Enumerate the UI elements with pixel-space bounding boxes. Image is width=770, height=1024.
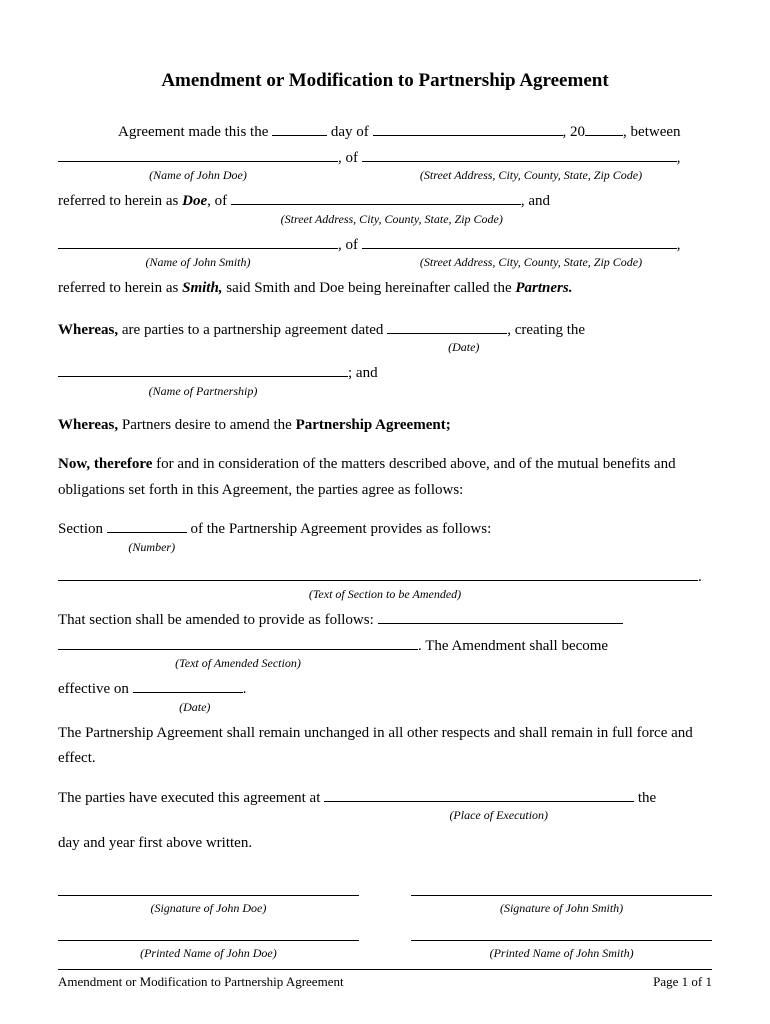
caption-partnership: (Name of Partnership): [58, 385, 348, 397]
caption-sig-smith: (Signature of John Smith): [411, 898, 712, 918]
blank-addr-smith[interactable]: [362, 233, 677, 249]
text: .: [243, 681, 247, 697]
caption-addr-doe: (Street Address, City, County, State, Zi…: [374, 169, 689, 181]
partners-label: Partners.: [515, 280, 572, 296]
print-smith: (Printed Name of John Smith): [411, 924, 712, 963]
blank-month[interactable]: [373, 120, 563, 136]
smith-label: Smith,: [182, 280, 222, 296]
remain-paragraph: The Partnership Agreement shall remain u…: [58, 721, 712, 772]
text: of the Partnership Agreement provides as…: [187, 521, 492, 537]
caption-print-smith: (Printed Name of John Smith): [411, 943, 712, 963]
page-footer: Amendment or Modification to Partnership…: [58, 969, 712, 990]
blank-sig-smith[interactable]: [411, 879, 712, 896]
text: said Smith and Doe being hereinafter cal…: [223, 280, 516, 296]
blank-name-doe[interactable]: [58, 146, 338, 162]
caption-row: (Name of John Doe) (Street Address, City…: [58, 168, 712, 183]
caption-row: (Place of Execution): [58, 808, 712, 823]
doe-label: Doe: [182, 193, 207, 209]
text: , of: [338, 237, 358, 253]
text: referred to herein as: [58, 193, 182, 209]
text: effective on: [58, 681, 133, 697]
blank-day[interactable]: [272, 120, 327, 136]
caption-date2: (Date): [140, 701, 250, 713]
text: ; and: [348, 365, 378, 381]
blank-place[interactable]: [324, 786, 634, 802]
blank-partnership[interactable]: [58, 361, 348, 377]
caption-addr-smith: (Street Address, City, County, State, Zi…: [374, 256, 689, 268]
text: That section shall be amended to provide…: [58, 612, 378, 628]
blank-amend2[interactable]: [58, 634, 418, 650]
blank-name-smith[interactable]: [58, 233, 338, 249]
blank-addr-doe2[interactable]: [231, 189, 521, 205]
text: , between: [623, 124, 680, 140]
blank-date[interactable]: [387, 318, 507, 334]
blank-print-smith[interactable]: [411, 924, 712, 941]
caption-name-smith: (Name of John Smith): [58, 256, 338, 268]
footer-right: Page 1 of 1: [653, 974, 712, 990]
blank-year[interactable]: [585, 120, 623, 136]
caption-row: (Date): [58, 340, 712, 355]
caption-number: (Number): [112, 541, 192, 553]
whereas2: Whereas, Partners desire to amend the Pa…: [58, 413, 712, 439]
text: The parties have executed this agreement…: [58, 790, 324, 806]
whereas-label: Whereas,: [58, 322, 118, 338]
caption-row: (Name of John Smith) (Street Address, Ci…: [58, 255, 712, 270]
signature-row-2: (Printed Name of John Doe) (Printed Name…: [58, 924, 712, 963]
intro-line5: referred to herein as Smith, said Smith …: [58, 276, 712, 302]
text: Partners desire to amend the: [118, 417, 295, 433]
now-therefore: Now, therefore for and in consideration …: [58, 452, 712, 503]
amend-line: That section shall be amended to provide…: [58, 608, 712, 634]
text: . The Amendment shall become: [418, 638, 608, 654]
text: Agreement made this the: [118, 124, 268, 140]
text: , and: [521, 193, 550, 209]
caption-row: (Street Address, City, County, State, Zi…: [58, 212, 712, 227]
caption-sig-doe: (Signature of John Doe): [58, 898, 359, 918]
intro-line1: Agreement made this the day of , 20 , bet…: [58, 120, 712, 146]
text: , of: [207, 193, 227, 209]
caption-row: (Date): [58, 700, 712, 715]
sig-smith: (Signature of John Smith): [411, 879, 712, 918]
blank-print-doe[interactable]: [58, 924, 359, 941]
print-doe: (Printed Name of John Doe): [58, 924, 359, 963]
caption-name-doe: (Name of John Doe): [58, 169, 338, 181]
text: , creating the: [507, 322, 585, 338]
blank-amend1[interactable]: [378, 608, 623, 624]
now-label: Now, therefore: [58, 456, 152, 472]
caption-amended: (Text of Amended Section): [58, 657, 418, 669]
sig-doe: (Signature of John Doe): [58, 879, 359, 918]
agreement-label: Partnership Agreement;: [296, 417, 451, 433]
caption-row: (Name of Partnership): [58, 384, 712, 399]
signature-row-1: (Signature of John Doe) (Signature of Jo…: [58, 879, 712, 918]
blank-section-text[interactable]: [58, 565, 698, 581]
text: , of: [338, 150, 358, 166]
document-body: Agreement made this the day of , 20 , bet…: [58, 120, 712, 963]
caption-text-amend: (Text of Section to be Amended): [309, 588, 461, 600]
footer-left: Amendment or Modification to Partnership…: [58, 974, 344, 990]
whereas-label: Whereas,: [58, 417, 118, 433]
text: , 20: [563, 124, 586, 140]
blank-sig-doe[interactable]: [58, 879, 359, 896]
executed-tail: day and year first above written.: [58, 831, 712, 857]
document-page: Amendment or Modification to Partnership…: [0, 0, 770, 1024]
text: the: [634, 790, 656, 806]
caption-place: (Place of Execution): [344, 809, 654, 821]
caption-date: (Date): [404, 341, 524, 353]
caption-print-doe: (Printed Name of John Doe): [58, 943, 359, 963]
blank-addr-doe[interactable]: [362, 146, 677, 162]
text: Section: [58, 521, 107, 537]
blank-section-number[interactable]: [107, 517, 187, 533]
text: day of: [331, 124, 369, 140]
caption-row: (Text of Amended Section): [58, 656, 712, 671]
text: referred to herein as: [58, 280, 182, 296]
blank-effective-date[interactable]: [133, 677, 243, 693]
text: are parties to a partnership agreement d…: [118, 322, 387, 338]
caption-addr: (Street Address, City, County, State, Zi…: [247, 213, 537, 225]
document-title: Amendment or Modification to Partnership…: [58, 70, 712, 92]
